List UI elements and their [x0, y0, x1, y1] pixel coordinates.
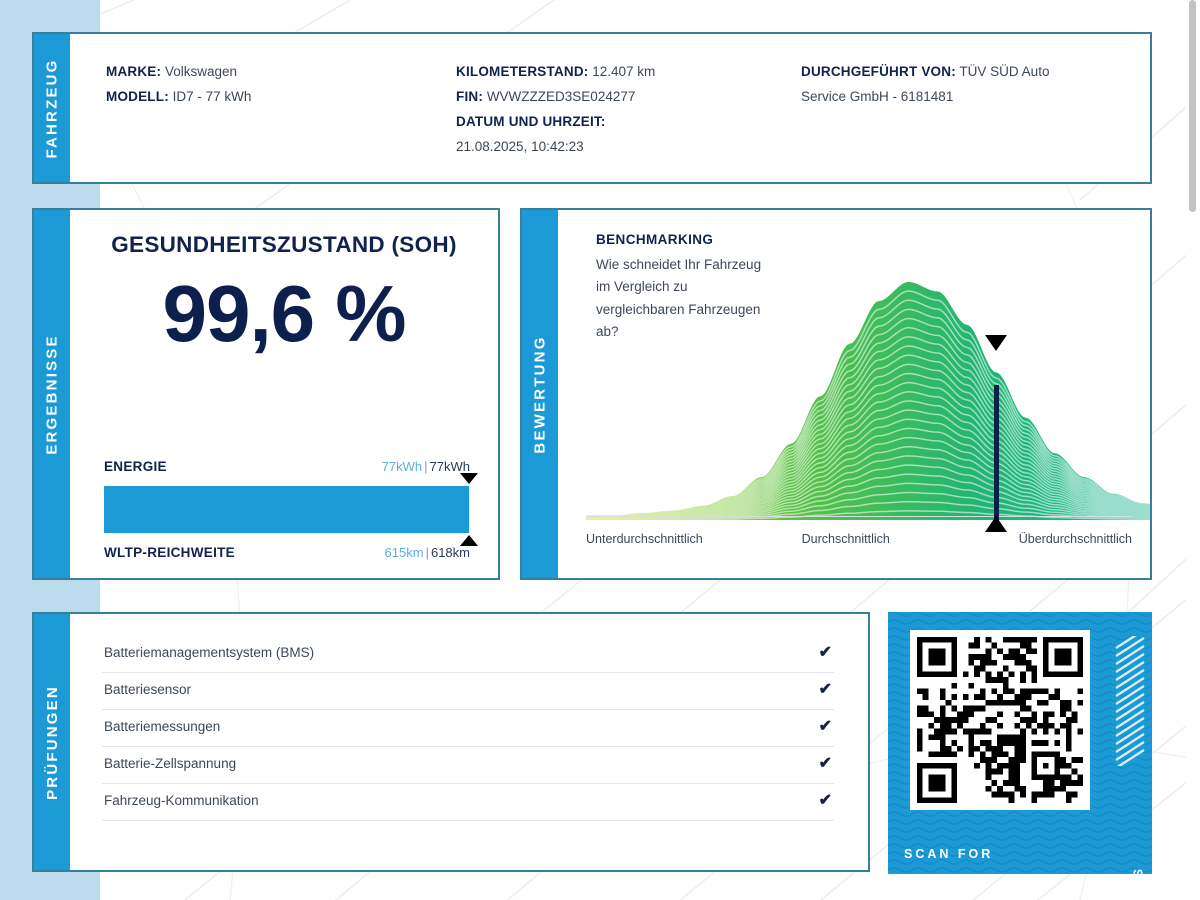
benchmark-axis-line [586, 516, 1132, 517]
benchmark-distribution-chart [586, 281, 1150, 520]
energy-values: 77kWh | 77kWh [382, 459, 470, 474]
energy-total: 77kWh [429, 459, 470, 474]
vehicle-modell-label: MODELL: [106, 88, 169, 104]
check-row: Batteriemessungen ✔ [102, 710, 834, 747]
benchmark-card: BEWERTUNG BENCHMARKING Wie schneidet Ihr… [520, 208, 1152, 580]
energy-marker-bottom-icon [459, 535, 478, 546]
vehicle-kilometerstand-row: KILOMETERSTAND: 12.407 km [456, 60, 801, 85]
vehicle-marke-value: Volkswagen [164, 64, 238, 79]
check-pass-icon: ✔ [818, 792, 832, 809]
checks-card: PRÜFUNGEN Batteriemanagementsystem (BMS)… [32, 612, 870, 872]
vehicle-durchgefuehrt-value2: Service GmbH - 6181481 [801, 88, 954, 104]
range-current: 615km [384, 545, 424, 560]
qr-code-icon[interactable] [917, 637, 1083, 803]
vehicle-col-measurements: KILOMETERSTAND: 12.407 km FIN: WVWZZZED3… [456, 60, 801, 182]
sidebar-tab-rating: BEWERTUNG [522, 210, 558, 578]
sidebar-tab-vehicle: FAHRZEUG [34, 34, 70, 182]
checks-card-body: Batteriemanagementsystem (BMS) ✔ Batteries… [70, 614, 868, 870]
vertical-scrollbar-thumb[interactable] [1189, 0, 1196, 212]
soh-title: GESUNDHEITSZUSTAND (SOH) [111, 232, 457, 257]
check-label: Batterie-Zellspannung [104, 755, 237, 771]
qr-code-frame [910, 630, 1090, 810]
soh-value: 99,6 % [162, 269, 406, 358]
qr-details-label: DETAILS [1131, 866, 1146, 874]
check-pass-icon: ✔ [818, 644, 832, 661]
range-row: WLTP-REICHWEITE 615km | 618km [104, 545, 470, 560]
vehicle-marke-label: MARKE: [106, 64, 162, 79]
check-row: Batteriemanagementsystem (BMS) ✔ [102, 636, 834, 673]
benchmark-label-high: Überdurchschnittlich [1018, 532, 1132, 546]
qr-hatch-decoration [1115, 636, 1145, 766]
vehicle-col-identity: MARKE: Volkswagen MODELL: ID7 - 77 kWh [106, 60, 456, 182]
vehicle-col-inspector: DURCHGEFÜHRT VON: TÜV SÜD Auto Service G… [801, 60, 1146, 182]
soh-card-body: GESUNDHEITSZUSTAND (SOH) 99,6 % ENERGIE … [70, 210, 498, 578]
energy-separator: | [424, 459, 428, 474]
benchmark-axis-labels: Unterdurchschnittlich Durchschnittlich Ü… [586, 532, 1132, 546]
energy-label: ENERGIE [104, 459, 167, 474]
vehicle-marke-row: MARKE: Volkswagen [106, 60, 456, 85]
benchmark-subtitle: Wie schneidet Ihr Fahrzeug im Vergleich … [596, 257, 762, 339]
energy-current: 77kWh [381, 459, 423, 474]
check-pass-icon: ✔ [818, 681, 832, 698]
vehicle-datum-label: DATUM UND UHRZEIT: [456, 113, 606, 129]
vehicle-modell-row: MODELL: ID7 - 77 kWh [106, 85, 456, 110]
benchmark-label-low: Unterdurchschnittlich [586, 532, 703, 546]
vehicle-fin-value: WVWZZZED3SE024277 [486, 88, 636, 104]
vehicle-fin-label: FIN: [456, 88, 484, 104]
benchmark-card-body: BENCHMARKING Wie schneidet Ihr Fahrzeug … [558, 210, 1150, 578]
range-separator: | [425, 545, 429, 560]
energy-bar-fill [104, 486, 469, 533]
check-label: Batteriemanagementsystem (BMS) [104, 644, 315, 660]
qr-card[interactable]: SCAN FOR DETAILS [888, 612, 1152, 874]
qr-scan-label: SCAN FOR [904, 847, 994, 861]
sidebar-tab-results-label: ERGEBNISSE [43, 333, 61, 455]
check-pass-icon: ✔ [818, 718, 832, 735]
benchmark-label-mid: Durchschnittlich [801, 532, 890, 546]
benchmark-marker-down-icon [985, 335, 1008, 351]
check-row: Batteriesensor ✔ [102, 673, 834, 710]
vehicle-durchgefuehrt-row: DURCHGEFÜHRT VON: TÜV SÜD Auto [801, 60, 1146, 85]
soh-card: ERGEBNISSE GESUNDHEITSZUSTAND (SOH) 99,6… [32, 208, 500, 580]
benchmark-needle [994, 385, 1000, 524]
vehicle-modell-value: ID7 - 77 kWh [172, 88, 252, 104]
vehicle-fin-row: FIN: WVWZZZED3SE024277 [456, 85, 801, 110]
energy-row: ENERGIE 77kWh | 77kWh [104, 459, 470, 474]
vehicle-datum-value: 21.08.2025, 10:42:23 [456, 138, 584, 154]
benchmark-title: BENCHMARKING [596, 232, 714, 247]
range-label: WLTP-REICHWEITE [104, 545, 235, 560]
energy-bar-track [104, 473, 478, 546]
check-label: Fahrzeug-Kommunikation [104, 792, 259, 808]
check-pass-icon: ✔ [818, 755, 832, 772]
checks-list: Batteriemanagementsystem (BMS) ✔ Batteries… [70, 614, 868, 821]
vehicle-card-body: MARKE: Volkswagen MODELL: ID7 - 77 kWh K… [70, 34, 1150, 182]
sidebar-tab-checks-label: PRÜFUNGEN [43, 684, 61, 800]
vehicle-durchgefuehrt-label: DURCHGEFÜHRT VON: [801, 64, 956, 79]
sidebar-tab-checks: PRÜFUNGEN [34, 614, 70, 870]
check-label: Batteriemessungen [104, 718, 221, 734]
range-total: 618km [430, 545, 470, 560]
vehicle-datum-row: DATUM UND UHRZEIT: [456, 110, 801, 135]
vehicle-info-grid: MARKE: Volkswagen MODELL: ID7 - 77 kWh K… [70, 34, 1150, 182]
vertical-scrollbar-track[interactable] [1186, 0, 1200, 900]
sidebar-tab-vehicle-label: FAHRZEUG [43, 57, 61, 159]
vehicle-kilometerstand-label: KILOMETERSTAND: [456, 64, 589, 79]
check-row: Batterie-Zellspannung ✔ [102, 747, 834, 784]
energy-block: ENERGIE 77kWh | 77kWh WLTP-REICHWEITE 615k… [104, 459, 478, 560]
energy-marker-top-icon [459, 473, 478, 484]
vehicle-kilometerstand-value: 12.407 km [592, 64, 656, 79]
range-values: 615km | 618km [385, 545, 470, 560]
vehicle-durchgefuehrt-value: TÜV SÜD Auto [959, 64, 1050, 79]
check-row: Fahrzeug-Kommunikation ✔ [102, 784, 834, 821]
check-label: Batteriesensor [104, 681, 192, 697]
sidebar-tab-rating-label: BEWERTUNG [531, 334, 549, 454]
sidebar-tab-results: ERGEBNISSE [34, 210, 70, 578]
vehicle-card: FAHRZEUG MARKE: Volkswagen MODELL: ID7 -… [32, 32, 1152, 184]
benchmark-marker-up-icon [985, 516, 1008, 532]
